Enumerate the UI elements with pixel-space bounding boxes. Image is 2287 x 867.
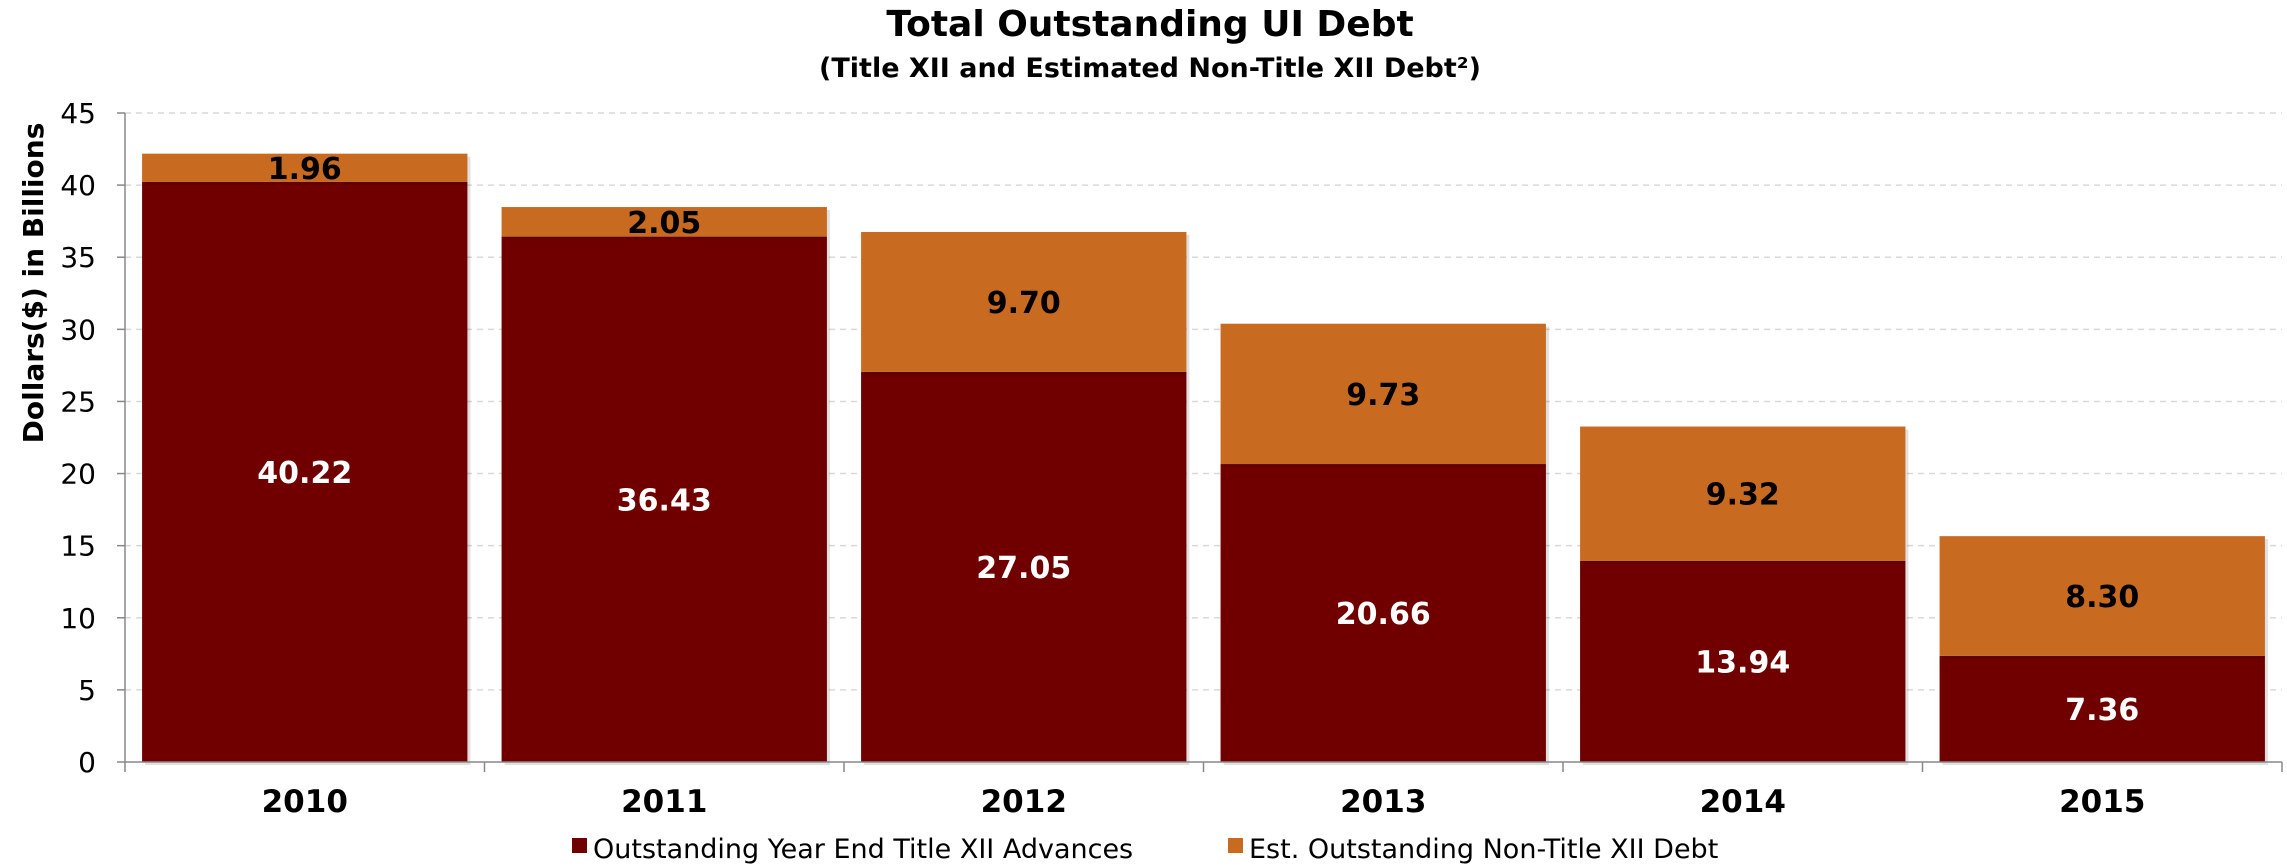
y-tick-label: 20 xyxy=(60,458,96,491)
x-axis-ticks: 2010 2011 2012 2013 2014 2015 xyxy=(124,762,2283,820)
bar-segment xyxy=(1939,536,2265,656)
y-tick-label: 35 xyxy=(60,241,96,274)
y-tick-label: 5 xyxy=(78,674,96,707)
y-tick-label: 25 xyxy=(60,385,96,418)
legend-swatch xyxy=(1228,838,1243,853)
x-tick-label: 2015 xyxy=(2059,784,2145,820)
data-label: 8.30 xyxy=(2065,580,2139,615)
bar-segment xyxy=(1939,655,2265,762)
legend-label: Outstanding Year End Title XII Advances xyxy=(593,834,1133,865)
data-label: 9.32 xyxy=(1706,478,1780,513)
data-label: 13.94 xyxy=(1695,645,1790,680)
x-tick-label: 2010 xyxy=(262,784,348,820)
y-axis-label: Dollars($) in Billions xyxy=(17,123,50,444)
bar-segment xyxy=(142,153,468,182)
x-tick-label: 2012 xyxy=(981,784,1067,820)
gridlines xyxy=(125,112,2282,691)
y-tick-label: 45 xyxy=(60,97,96,130)
legend: Outstanding Year End Title XII Advances E… xyxy=(572,834,1718,865)
data-label: 9.70 xyxy=(987,286,1061,321)
bar-segment xyxy=(142,181,468,762)
data-label: 20.66 xyxy=(1336,597,1431,632)
x-tick-label: 2014 xyxy=(1700,784,1786,820)
legend-swatch xyxy=(572,838,587,853)
y-tick-label: 0 xyxy=(78,746,96,779)
bar-segment xyxy=(861,371,1187,762)
bar-segment xyxy=(1580,426,1906,561)
y-tick-label: 40 xyxy=(60,169,96,202)
data-label: 40.22 xyxy=(257,456,352,491)
x-tick-label: 2011 xyxy=(621,784,707,820)
data-label: 1.96 xyxy=(268,152,342,187)
bar-segment xyxy=(1220,464,1546,762)
x-tick-label: 2013 xyxy=(1340,784,1426,820)
chart-subtitle: (Title XII and Estimated Non-Title XII D… xyxy=(819,53,1481,84)
data-label: 9.73 xyxy=(1346,378,1420,413)
data-label: 2.05 xyxy=(627,206,701,241)
bar-segment xyxy=(501,207,827,237)
data-label: 36.43 xyxy=(617,483,712,518)
y-tick-label: 10 xyxy=(60,602,96,635)
bar-segment xyxy=(1220,323,1546,465)
data-label: 27.05 xyxy=(976,551,1071,586)
data-label: 7.36 xyxy=(2065,693,2139,728)
chart-title: Total Outstanding UI Debt xyxy=(886,4,1413,45)
bar-segment xyxy=(861,231,1187,372)
y-tick-label: 15 xyxy=(60,530,96,563)
bar-segment xyxy=(501,236,827,762)
y-axis-ticks: 0 5 10 15 20 25 30 35 40 45 xyxy=(60,97,125,779)
y-tick-label: 30 xyxy=(60,313,96,346)
legend-label: Est. Outstanding Non-Title XII Debt xyxy=(1249,834,1718,865)
bars: 40.22 1.96 36.43 2.05 27.05 9.70 20.66 9.73 13.9… xyxy=(142,152,2268,765)
bar-segment xyxy=(1580,560,1906,762)
